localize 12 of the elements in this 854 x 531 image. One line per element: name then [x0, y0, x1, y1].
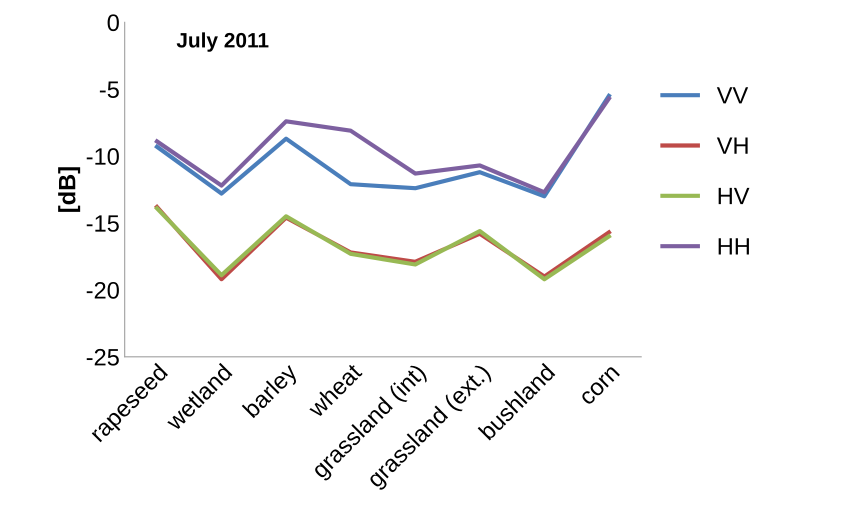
- y-tick-label: -15: [86, 215, 119, 232]
- y-tick-label: -10: [86, 148, 119, 165]
- y-tick-label: -5: [100, 82, 119, 98]
- legend-label: VH: [716, 138, 748, 154]
- y-tick-label: -20: [86, 282, 119, 299]
- legend-label: HH: [718, 238, 749, 254]
- y-tick-label: 0: [108, 14, 119, 32]
- chart-title: July 2011: [176, 32, 268, 52]
- legend-label: HV: [718, 188, 750, 204]
- y-axis-title: [dB]: [58, 167, 80, 212]
- x-tick-label: corn: [580, 366, 620, 406]
- legend-label: VV: [716, 87, 748, 104]
